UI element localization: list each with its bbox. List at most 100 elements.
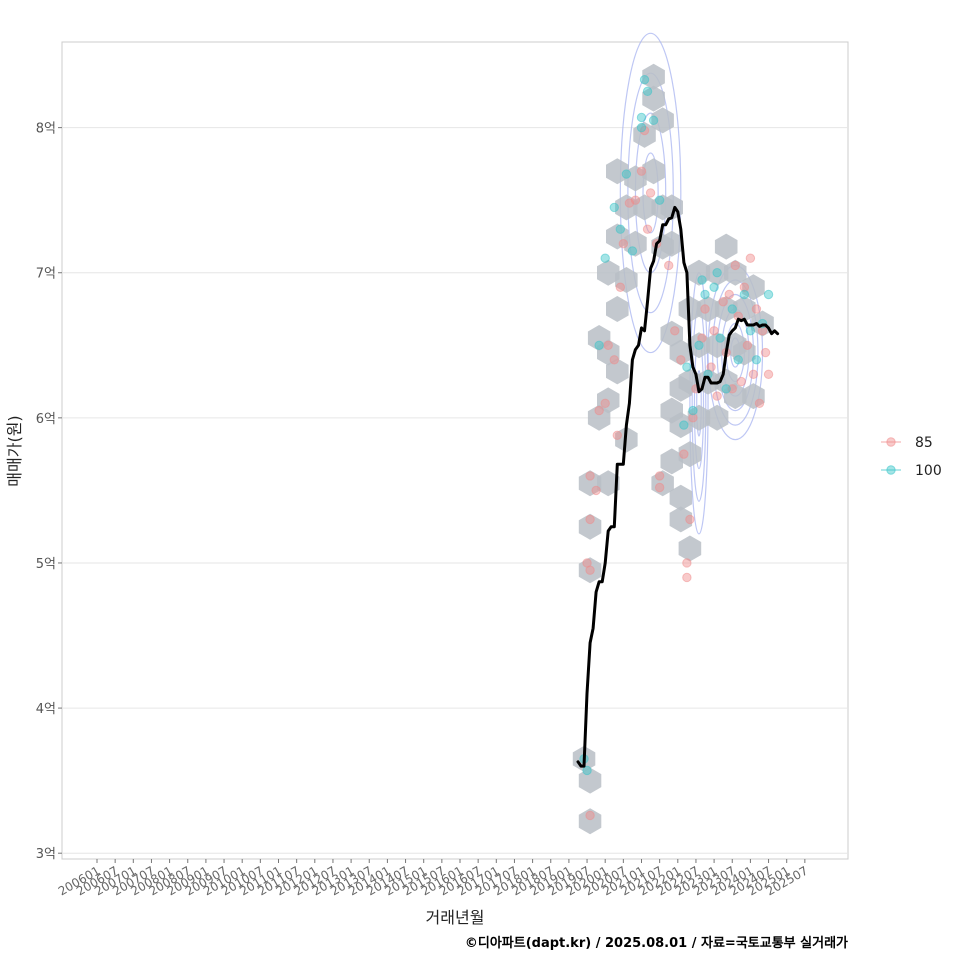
hexbin-25 xyxy=(642,158,665,185)
hexbin-39 xyxy=(669,506,693,533)
point-100-12 xyxy=(648,115,659,126)
hexbin-46 xyxy=(687,404,711,431)
hexbin-19 xyxy=(624,230,647,257)
legend-label-1: 100 xyxy=(915,463,942,479)
hexbin-31 xyxy=(651,470,674,497)
point-85-3 xyxy=(585,514,595,525)
panel-border xyxy=(61,41,849,860)
point-85-27 xyxy=(682,572,692,583)
point-100-25 xyxy=(739,289,750,300)
point-85-14 xyxy=(630,195,641,205)
y-tick-label-0: 3억 xyxy=(36,847,56,862)
hexbin-14 xyxy=(606,296,629,322)
hexbin-11 xyxy=(606,358,629,385)
y-tick-label-5: 8억 xyxy=(36,122,56,137)
point-100-6 xyxy=(621,169,632,179)
hexbin-2 xyxy=(578,808,602,835)
point-85-40 xyxy=(730,260,740,271)
hexbin-21 xyxy=(633,194,656,221)
point-100-14 xyxy=(682,362,692,372)
y-tick-label-2: 5억 xyxy=(36,557,56,572)
caption: ©디아파트(dapt.kr) / 2025.08.01 / 자료=국토교통부 실… xyxy=(465,935,848,951)
point-85-22 xyxy=(664,260,674,271)
contour-0-1 xyxy=(642,152,659,234)
point-100-20 xyxy=(709,282,719,292)
hexbin-6 xyxy=(597,470,620,497)
point-85-29 xyxy=(688,413,698,423)
hexbin-15 xyxy=(606,223,629,250)
y-tick-label-1: 4억 xyxy=(36,702,56,717)
hexbin-17 xyxy=(615,194,638,221)
legend-label-0: 85 xyxy=(915,435,933,451)
x-axis: 2006012006072007012007072008012008072009… xyxy=(56,859,810,899)
point-85-10 xyxy=(609,355,619,365)
point-100-18 xyxy=(700,289,710,300)
legend-key-0 xyxy=(886,437,896,447)
hexbin-50 xyxy=(705,332,729,359)
hexbin-42 xyxy=(678,441,702,468)
point-85-28 xyxy=(685,514,695,525)
y-axis-title: 매매가(원) xyxy=(5,415,24,486)
point-85-38 xyxy=(724,289,734,300)
point-100-2 xyxy=(594,340,604,350)
hexbin-61 xyxy=(742,383,765,410)
point-100-27 xyxy=(751,355,762,365)
point-85-24 xyxy=(676,355,686,365)
point-100-11 xyxy=(636,112,647,123)
point-85-26 xyxy=(682,558,692,568)
point-100-15 xyxy=(688,405,698,416)
y-tick-label-3: 6억 xyxy=(36,412,56,427)
point-85-46 xyxy=(748,369,759,380)
hexbin-51 xyxy=(705,404,729,431)
hexbin-18 xyxy=(606,158,629,185)
point-100-21 xyxy=(715,333,725,343)
hexbin-57 xyxy=(724,383,747,410)
hexbin-47 xyxy=(696,296,720,322)
y-axis: 3억 4억 5억 6억 7억 8억 xyxy=(36,122,62,862)
point-100-5 xyxy=(615,224,626,234)
point-85-42 xyxy=(736,376,747,387)
point-85-32 xyxy=(700,304,710,314)
trend-line xyxy=(576,205,780,768)
point-85-44 xyxy=(742,340,753,350)
hexbin-52 xyxy=(714,233,738,260)
hexbin-13 xyxy=(597,259,620,286)
point-85-43 xyxy=(739,282,750,292)
point-100-24 xyxy=(733,355,743,365)
point-85-7 xyxy=(600,398,610,409)
hexbin-23 xyxy=(642,85,665,112)
hexbin-38 xyxy=(669,484,693,511)
hexbin-24 xyxy=(642,63,665,90)
point-85-23 xyxy=(670,326,680,336)
point-85-12 xyxy=(618,239,629,249)
legend-key-1 xyxy=(886,465,896,475)
point-100-1 xyxy=(582,765,592,776)
point-85-51 xyxy=(763,369,774,380)
point-100-3 xyxy=(600,253,610,263)
point-85-48 xyxy=(754,398,765,409)
hexbin-43 xyxy=(678,535,702,562)
point-85-18 xyxy=(645,188,656,198)
hexbin-44 xyxy=(687,259,711,286)
contour-0-4 xyxy=(619,32,682,354)
hexbin-16 xyxy=(615,267,638,293)
point-85-5 xyxy=(591,485,601,496)
hexbin-49 xyxy=(705,259,729,286)
plot-panel xyxy=(61,41,849,860)
point-85-20 xyxy=(654,471,665,481)
point-100-8 xyxy=(639,75,650,85)
point-85-47 xyxy=(751,304,762,314)
point-100-23 xyxy=(727,304,737,314)
point-100-17 xyxy=(697,275,707,285)
point-85-35 xyxy=(712,391,722,401)
point-100-26 xyxy=(745,326,756,336)
hexbin-28 xyxy=(651,107,674,134)
y-tick-label-4: 7억 xyxy=(36,267,56,282)
point-100-7 xyxy=(627,246,638,256)
point-100-16 xyxy=(694,340,704,350)
point-100-13 xyxy=(654,195,665,205)
hexbin-58 xyxy=(733,296,756,322)
hexbin-10 xyxy=(597,339,620,366)
point-100-30 xyxy=(679,420,689,430)
